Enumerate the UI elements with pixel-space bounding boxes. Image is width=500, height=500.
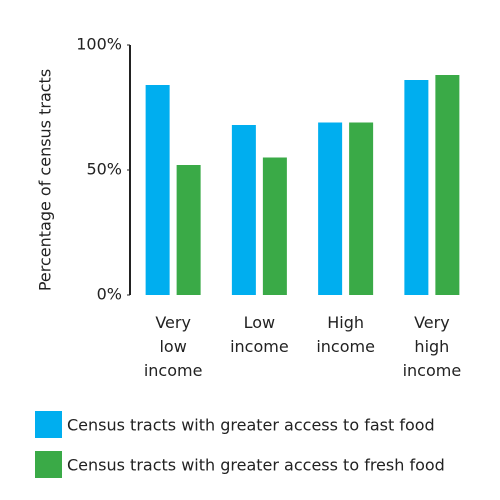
legend-label: Census tracts with greater access to fre… [67,456,445,475]
bar [318,122,343,295]
y-tick-label: 0% [97,285,122,304]
legend-swatch [35,411,62,438]
y-axis-label: Percentage of census tracts [36,69,55,291]
legend-label: Census tracts with greater access to fas… [67,416,435,435]
bar [435,75,460,295]
bar [145,85,170,295]
bar [404,80,429,295]
x-tick-label: Very high income [402,313,462,380]
bar [349,122,374,295]
x-tick-label: Low income [230,313,289,356]
x-tick-label: High income [316,313,375,356]
bar [176,165,201,295]
x-tick-label: Very low income [143,313,203,380]
legend-swatch [35,451,62,478]
bar [231,125,256,295]
y-tick-label: 50% [86,160,122,179]
y-tick-label: 100% [76,35,122,54]
bar [262,157,287,295]
